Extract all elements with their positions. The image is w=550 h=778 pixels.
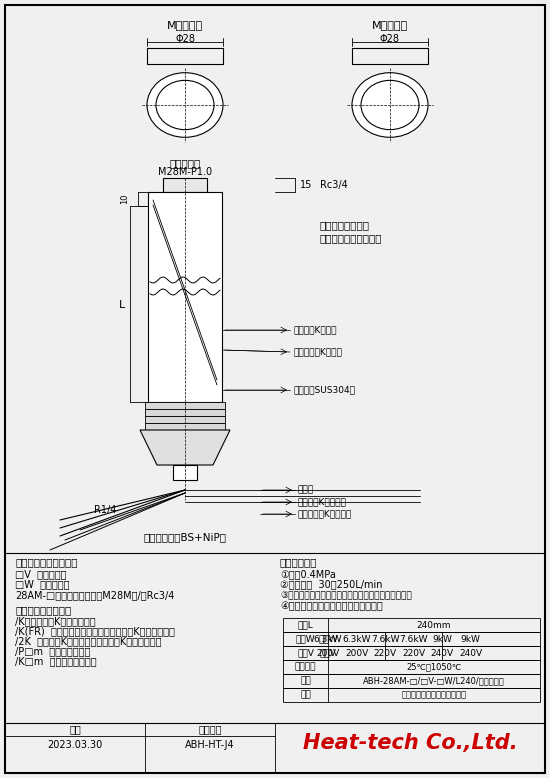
Text: 10: 10 bbox=[120, 194, 129, 205]
Text: 240V: 240V bbox=[431, 649, 454, 657]
Bar bbox=[163, 178, 207, 192]
Text: 7.6kW: 7.6kW bbox=[371, 635, 399, 643]
Text: 先端の継手金具は: 先端の継手金具は bbox=[320, 220, 370, 230]
Text: 9kW: 9kW bbox=[460, 635, 481, 643]
Text: M型内ネジ: M型内ネジ bbox=[372, 20, 408, 30]
Text: M28M-P1.0: M28M-P1.0 bbox=[158, 167, 212, 177]
Text: /P□m  電源線長の指定: /P□m 電源線長の指定 bbox=[15, 646, 90, 656]
Text: 電源線: 電源線 bbox=[298, 485, 314, 495]
Text: 200V: 200V bbox=[316, 649, 340, 657]
Text: Heat-tech Co.,Ltd.: Heat-tech Co.,Ltd. bbox=[302, 733, 518, 753]
Text: 25℃～1050℃: 25℃～1050℃ bbox=[406, 663, 461, 671]
Text: 電力W: 電力W bbox=[318, 635, 338, 643]
Text: L: L bbox=[119, 300, 125, 310]
Bar bbox=[145, 402, 225, 409]
Text: 電圧V: 電圧V bbox=[297, 649, 314, 657]
Text: 特注で作成致します。: 特注で作成致します。 bbox=[320, 233, 382, 243]
Bar bbox=[147, 48, 223, 64]
Text: 熱風吹出口: 熱風吹出口 bbox=[169, 158, 201, 168]
Text: 【オプション対応】: 【オプション対応】 bbox=[15, 605, 72, 615]
Bar bbox=[283, 618, 540, 632]
Bar bbox=[283, 632, 540, 646]
Text: 型式: 型式 bbox=[300, 677, 311, 685]
Bar bbox=[283, 674, 540, 688]
Text: ①耐圧0.4MPa: ①耐圧0.4MPa bbox=[280, 569, 336, 579]
Bar bbox=[283, 660, 540, 674]
Ellipse shape bbox=[361, 80, 419, 130]
Text: R1/4: R1/4 bbox=[94, 505, 116, 515]
Ellipse shape bbox=[352, 72, 428, 137]
Bar bbox=[283, 688, 540, 702]
Text: 熱風温度K熱電対: 熱風温度K熱電対 bbox=[293, 325, 337, 335]
Text: 220V: 220V bbox=[402, 649, 425, 657]
Text: ABH-28AM-□/□V-□W/L240/オプション: ABH-28AM-□/□V-□W/L240/オプション bbox=[363, 677, 505, 685]
Polygon shape bbox=[140, 430, 230, 465]
Text: 200V: 200V bbox=[345, 649, 368, 657]
Text: □W  電力の指定: □W 電力の指定 bbox=[15, 579, 69, 589]
Text: 6.3kW: 6.3kW bbox=[342, 635, 371, 643]
Text: □V  電圧の指定: □V 電圧の指定 bbox=[15, 569, 67, 579]
Text: 品名: 品名 bbox=[300, 691, 311, 699]
Text: 発熱体温度K熱電対: 発熱体温度K熱電対 bbox=[293, 348, 342, 356]
Text: 240V: 240V bbox=[459, 649, 482, 657]
Text: 高温用高出力型熱風ヒーター: 高温用高出力型熱風ヒーター bbox=[402, 691, 466, 699]
Text: 15: 15 bbox=[300, 180, 312, 190]
Bar bbox=[352, 48, 428, 64]
Text: 9kW: 9kW bbox=[432, 635, 452, 643]
Bar bbox=[148, 192, 222, 402]
Ellipse shape bbox=[156, 80, 214, 130]
Text: 電圧V: 電圧V bbox=[320, 649, 337, 657]
Text: 気体供給口（BS+NiP）: 気体供給口（BS+NiP） bbox=[144, 532, 227, 542]
Text: 220V: 220V bbox=[373, 649, 397, 657]
Text: 240mm: 240mm bbox=[417, 621, 451, 629]
Text: 図面番号: 図面番号 bbox=[198, 724, 222, 734]
Bar bbox=[145, 423, 225, 430]
Ellipse shape bbox=[147, 72, 223, 137]
Text: ③供給気体はオイルミスト、水滴を除去して下さい。: ③供給気体はオイルミスト、水滴を除去して下さい。 bbox=[280, 591, 412, 600]
Bar bbox=[145, 416, 225, 423]
Text: Rc3/4: Rc3/4 bbox=[320, 180, 348, 190]
Text: M型外ネジ: M型外ネジ bbox=[167, 20, 203, 30]
Text: 日付: 日付 bbox=[69, 724, 81, 734]
Text: /K□m  熱電対線長の指定: /K□m 熱電対線長の指定 bbox=[15, 656, 97, 666]
Text: 6.3kW: 6.3kW bbox=[314, 635, 342, 643]
Text: /K(FR)  フレキシブルロボットケーブルK熱電対の追加: /K(FR) フレキシブルロボットケーブルK熱電対の追加 bbox=[15, 626, 175, 636]
Text: ④低温気体を供給せずに加熱すると、: ④低温気体を供給せずに加熱すると、 bbox=[280, 601, 383, 611]
Text: 管長L: 管長L bbox=[298, 621, 313, 629]
Bar bbox=[145, 409, 225, 416]
Text: 2023.03.30: 2023.03.30 bbox=[47, 740, 103, 750]
Text: ABH-HT-J4: ABH-HT-J4 bbox=[185, 740, 235, 750]
Text: 熱風温度K熱電対線: 熱風温度K熱電対線 bbox=[298, 497, 347, 506]
Text: 【注意事項】: 【注意事項】 bbox=[280, 557, 317, 567]
Text: 28AM-□　吹出口の指定　M28M　/　Rc3/4: 28AM-□ 吹出口の指定 M28M / Rc3/4 bbox=[15, 590, 174, 600]
Text: /2K  熱風温度K熱電対と発熱体温度K熱電対の追加: /2K 熱風温度K熱電対と発熱体温度K熱電対の追加 bbox=[15, 636, 162, 646]
Text: 7.6kW: 7.6kW bbox=[399, 635, 428, 643]
Text: ②推奨流量  30～250L/min: ②推奨流量 30～250L/min bbox=[280, 579, 382, 589]
Text: 発熱体温度K熱電対線: 発熱体温度K熱電対線 bbox=[298, 510, 352, 518]
Text: Φ28: Φ28 bbox=[380, 34, 400, 44]
Bar bbox=[173, 465, 197, 480]
Bar bbox=[283, 646, 540, 660]
Text: /K　熱風温度K熱電対の追加: /K 熱風温度K熱電対の追加 bbox=[15, 616, 96, 626]
Text: 保護管（SUS304）: 保護管（SUS304） bbox=[293, 386, 355, 394]
Text: 電力W: 電力W bbox=[296, 635, 315, 643]
Text: 熱風温度: 熱風温度 bbox=[295, 663, 316, 671]
Text: Φ28: Φ28 bbox=[175, 34, 195, 44]
Text: 【発注時の仕様指定】: 【発注時の仕様指定】 bbox=[15, 557, 78, 567]
